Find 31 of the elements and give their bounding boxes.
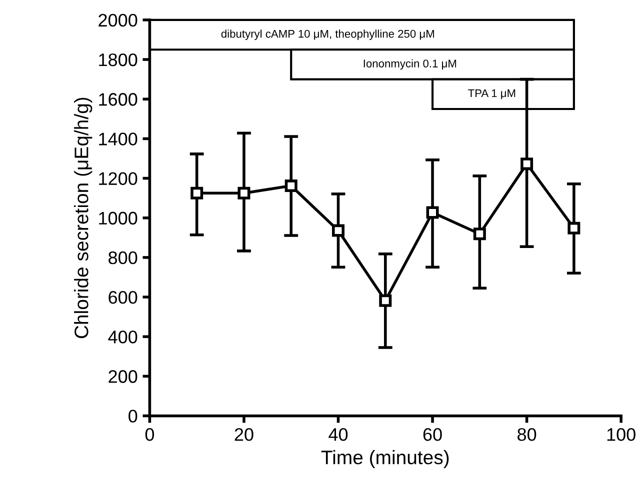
- point: [379, 294, 392, 307]
- x-tick-label: 100: [607, 428, 636, 441]
- band-label: TPA 1 μM: [468, 89, 516, 100]
- x-tick-label: 60: [423, 428, 442, 441]
- point: [190, 186, 204, 200]
- point: [238, 186, 250, 200]
- x-tick-label: 20: [234, 428, 254, 441]
- band-label: Iononmycin 0.1 μM: [364, 59, 456, 70]
- y-tick-label: 600: [108, 290, 138, 304]
- y-tick-label: 1800: [99, 53, 138, 66]
- y-tick-label: 1000: [99, 212, 138, 225]
- x-tick-label: 0: [145, 428, 154, 441]
- point: [284, 180, 298, 192]
- y-tick-label: 1200: [99, 172, 138, 186]
- y-tick-label: 400: [108, 330, 138, 344]
- y-tick-label: 2000: [98, 14, 138, 27]
- x-tick-label: 40: [328, 428, 348, 441]
- y-tick-label: 1600: [99, 93, 138, 106]
- point: [520, 158, 534, 170]
- band-label: dibutyryl cAMP 10 μM, theophylline 250 μM: [221, 30, 434, 40]
- point: [473, 228, 486, 240]
- x-axis-title: Time (minutes): [321, 450, 449, 468]
- point: [426, 206, 439, 219]
- point: [332, 224, 344, 237]
- y-axis-title: Chloride secretion (μEq/h/g): [74, 98, 92, 338]
- x-tick-label: 80: [518, 428, 536, 441]
- y-tick-label: 0: [128, 410, 138, 423]
- y-tick-label: 200: [108, 370, 138, 383]
- y-tick-label: 800: [108, 251, 138, 264]
- y-tick-label: 1400: [99, 132, 138, 146]
- point: [568, 222, 580, 234]
